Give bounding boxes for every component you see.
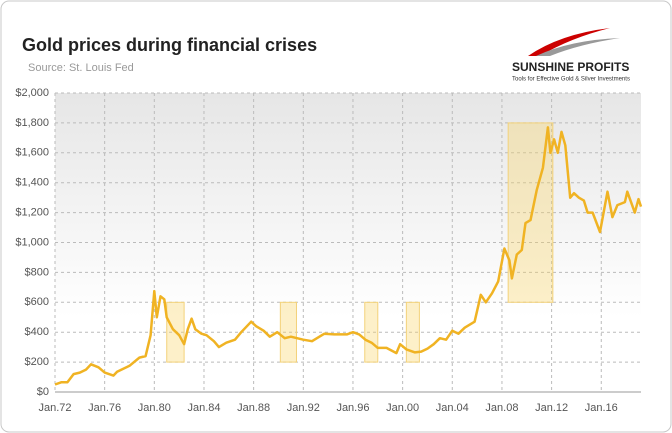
crisis-highlight <box>364 301 379 363</box>
x-tick-label: Jan.08 <box>485 402 518 414</box>
x-tick-label: Jan.96 <box>336 402 369 414</box>
y-tick-label: $600 <box>25 296 49 308</box>
x-tick-label: Jan.80 <box>138 402 171 414</box>
x-tick-label: Jan.88 <box>237 402 270 414</box>
y-tick-label: $200 <box>25 356 49 368</box>
logo: SUNSHINE PROFITS Tools for Effective Gol… <box>512 28 630 83</box>
x-tick-label: Jan.76 <box>88 402 121 414</box>
logo-swoosh <box>528 28 610 56</box>
y-tick-label: $800 <box>25 266 49 278</box>
x-tick-label: Jan.16 <box>585 402 618 414</box>
logo-name: SUNSHINE PROFITS <box>512 60 629 74</box>
y-tick-label: $400 <box>25 326 49 338</box>
y-tick-label: $0 <box>37 386 49 398</box>
y-tick-label: $1,800 <box>15 117 49 129</box>
chart-title: Gold prices during financial crises <box>22 35 317 55</box>
subtitle: Source: St. Louis Fed <box>28 62 134 74</box>
x-tick-label: Jan.84 <box>187 402 220 414</box>
x-tick-label: Jan.12 <box>535 402 568 414</box>
price-line <box>54 126 643 386</box>
x-tick-label: Jan.72 <box>38 402 71 414</box>
crisis-highlight <box>405 301 420 363</box>
x-tick-label: Jan.92 <box>287 402 320 414</box>
y-tick-label: $1,400 <box>15 177 49 189</box>
x-tick-label: Jan.04 <box>436 402 469 414</box>
logo-swoosh <box>536 38 620 56</box>
x-tick-label: Jan.00 <box>386 402 419 414</box>
y-tick-label: $1,200 <box>15 207 49 219</box>
y-tick-label: $1,000 <box>15 236 49 248</box>
y-tick-label: $2,000 <box>15 87 49 99</box>
logo-tagline: Tools for Effective Gold & Silver Invest… <box>512 77 630 83</box>
crisis-highlight <box>279 301 297 363</box>
y-tick-label: $1,600 <box>15 147 49 159</box>
